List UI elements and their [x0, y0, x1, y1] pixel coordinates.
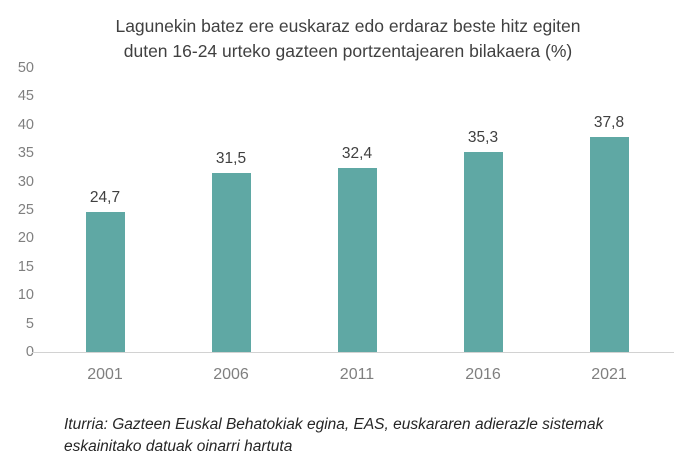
bar-group-2016: 35,3: [420, 68, 546, 352]
x-tick-2016: 2016: [465, 366, 501, 383]
y-tick-0: 0: [25, 344, 34, 360]
bar-value-label-2021: 37,8: [593, 114, 625, 132]
bar-2016: [463, 151, 503, 352]
plot-area: 24,7 31,5 32,4 35,3 37,8: [42, 68, 672, 352]
chart-title: Lagunekin batez ere euskaraz edo erdaraz…: [48, 14, 648, 65]
x-tick-2001: 2001: [87, 366, 123, 383]
y-tick-45: 45: [17, 88, 34, 105]
bar-group-2001: 24,7: [42, 68, 168, 352]
x-tick-2006: 2006: [213, 366, 249, 383]
y-axis: 0 5 10 15 20 25 30 35 40 45 50: [0, 60, 34, 360]
y-tick-15: 15: [17, 258, 34, 275]
bar-2021: [589, 137, 629, 352]
y-tick-40: 40: [17, 116, 34, 133]
bar-value-label-2001: 24,7: [89, 188, 121, 206]
bar-value-label-2016: 35,3: [467, 128, 499, 146]
source-note: Iturria: Gazteen Euskal Behatokiak egina…: [64, 416, 604, 456]
y-tick-10: 10: [17, 287, 34, 304]
y-tick-25: 25: [17, 202, 34, 218]
y-tick-5: 5: [25, 315, 34, 332]
y-tick-35: 35: [17, 145, 34, 162]
bar-2006: [211, 173, 251, 352]
y-tick-50: 50: [17, 60, 34, 76]
x-axis-labels: 2001 2006 2011 2016 2021: [42, 366, 672, 384]
y-tick-20: 20: [17, 230, 34, 247]
bar-group-2021: 37,8: [546, 68, 672, 352]
chart-title-line-2: duten 16-24 urteko gazteen portzentajear…: [123, 41, 573, 62]
chart-title-line-1: Lagunekin batez ere euskaraz edo erdaraz…: [115, 16, 581, 36]
bar-group-2011: 32,4: [294, 68, 420, 352]
x-tick-2021: 2021: [591, 366, 627, 383]
x-tick-2011: 2011: [339, 366, 375, 383]
y-tick-30: 30: [17, 173, 34, 190]
bar-2011: [337, 167, 377, 352]
x-axis-line: [32, 352, 674, 353]
bar-value-label-2006: 31,5: [215, 150, 247, 168]
bar-2001: [85, 211, 125, 352]
bar-value-label-2011: 32,4: [341, 144, 373, 162]
bar-group-2006: 31,5: [168, 68, 294, 352]
